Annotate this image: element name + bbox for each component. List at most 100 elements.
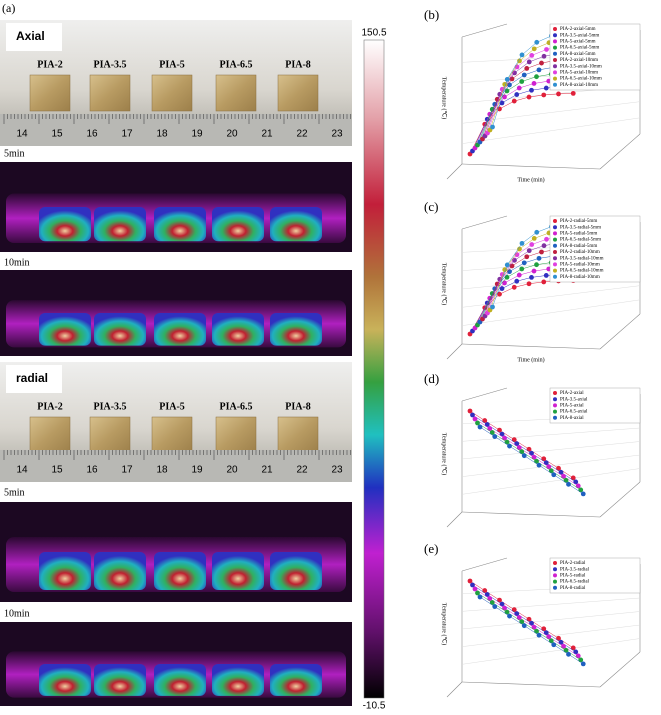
point bbox=[514, 441, 520, 447]
sample-block bbox=[151, 416, 193, 454]
point bbox=[534, 458, 539, 464]
legend-marker bbox=[553, 579, 557, 584]
legend-marker bbox=[553, 33, 557, 38]
legend-marker bbox=[553, 415, 557, 420]
point bbox=[475, 590, 480, 596]
point bbox=[544, 47, 549, 52]
ruler-number: 16 bbox=[86, 465, 98, 476]
point bbox=[580, 661, 586, 667]
ruler-number: 17 bbox=[121, 465, 133, 476]
point bbox=[541, 626, 547, 632]
time-label: 5min bbox=[4, 487, 25, 498]
point bbox=[534, 229, 540, 235]
tag-box bbox=[6, 365, 62, 393]
ruler-number: 15 bbox=[51, 465, 63, 476]
point bbox=[529, 450, 534, 456]
point bbox=[526, 446, 532, 452]
point bbox=[497, 291, 502, 297]
point bbox=[536, 67, 542, 73]
point bbox=[543, 273, 549, 278]
time-label: 5min bbox=[4, 148, 25, 159]
point bbox=[511, 284, 517, 290]
series-line bbox=[469, 580, 574, 649]
point bbox=[573, 479, 579, 485]
sample-block bbox=[29, 74, 71, 112]
ruler-number: 23 bbox=[331, 465, 343, 476]
point bbox=[531, 624, 537, 630]
point bbox=[504, 274, 510, 280]
time-label: 10min bbox=[4, 257, 30, 268]
point bbox=[477, 594, 483, 600]
point bbox=[544, 236, 549, 242]
point bbox=[516, 445, 522, 451]
colorbar bbox=[363, 39, 385, 699]
legend-marker bbox=[553, 237, 557, 242]
point bbox=[524, 66, 530, 71]
legend-box bbox=[549, 215, 641, 283]
legend-entry: PIA-2-axial-5mm bbox=[560, 27, 596, 32]
ruler-number: 14 bbox=[16, 465, 28, 476]
point bbox=[497, 427, 502, 433]
point bbox=[511, 437, 517, 443]
panel-label: (d) bbox=[424, 371, 439, 386]
legend-entry: PIA-6.5-radial-5mm bbox=[560, 238, 601, 243]
legend-entry: PIA-6.5-axial-10mm bbox=[560, 77, 602, 82]
point bbox=[511, 98, 517, 104]
point bbox=[507, 613, 512, 619]
ruler-number: 18 bbox=[156, 129, 168, 140]
axis-line bbox=[446, 343, 463, 360]
point bbox=[504, 88, 510, 94]
point bbox=[526, 59, 532, 65]
grid-line bbox=[461, 638, 641, 665]
hot-spot bbox=[94, 207, 146, 242]
series-line bbox=[472, 584, 576, 653]
point bbox=[526, 248, 532, 254]
point bbox=[566, 481, 571, 487]
legend-marker bbox=[553, 219, 557, 223]
colorbar-min: -10.5 bbox=[363, 701, 386, 712]
point bbox=[558, 639, 564, 645]
legend-marker bbox=[553, 39, 557, 44]
point bbox=[517, 58, 522, 64]
sample-block bbox=[29, 416, 71, 454]
sample-label: PIA-3.5 bbox=[93, 59, 126, 70]
point bbox=[578, 487, 584, 493]
series-line bbox=[474, 418, 579, 487]
point bbox=[529, 620, 534, 626]
legend-entry: PIA-2-axial-10mm bbox=[560, 58, 598, 63]
legend-marker bbox=[553, 76, 557, 81]
point bbox=[566, 651, 571, 657]
ruler-number: 17 bbox=[121, 129, 133, 140]
point bbox=[570, 645, 576, 651]
axis-line bbox=[446, 163, 463, 180]
point bbox=[529, 52, 535, 58]
point bbox=[546, 464, 552, 470]
point bbox=[499, 601, 505, 607]
point bbox=[570, 90, 576, 96]
point bbox=[551, 642, 557, 648]
point bbox=[529, 242, 535, 247]
point bbox=[484, 592, 490, 597]
point bbox=[563, 477, 569, 483]
legend-entry: PIA-5-axial-5mm bbox=[560, 40, 596, 45]
grid-line bbox=[461, 285, 641, 308]
ruler-number: 23 bbox=[331, 129, 343, 140]
axis-title: Temperature (℃) bbox=[441, 433, 448, 475]
grid-line bbox=[461, 117, 641, 144]
legend-marker bbox=[553, 45, 557, 50]
point bbox=[578, 657, 584, 663]
legend-entry: PIA-3.5-axial-5mm bbox=[560, 33, 599, 38]
point bbox=[482, 588, 488, 593]
point bbox=[470, 412, 475, 418]
point bbox=[519, 52, 525, 58]
point bbox=[514, 278, 520, 284]
point bbox=[531, 454, 537, 460]
tag: Axial bbox=[16, 29, 45, 43]
grid-line bbox=[461, 427, 641, 442]
ruler bbox=[0, 114, 352, 146]
ruler-number: 22 bbox=[296, 465, 308, 476]
axis-title: Temperature (℃) bbox=[441, 603, 448, 645]
point bbox=[467, 578, 473, 584]
point bbox=[492, 604, 498, 609]
